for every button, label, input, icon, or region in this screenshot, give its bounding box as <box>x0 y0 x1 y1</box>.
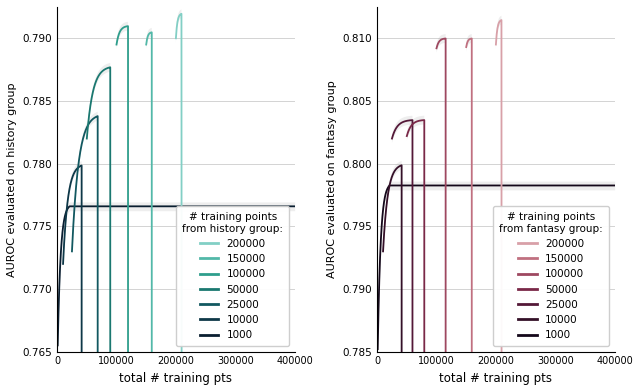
Legend: 200000, 150000, 100000, 50000, 25000, 10000, 1000: 200000, 150000, 100000, 50000, 25000, 10… <box>493 206 609 347</box>
X-axis label: total # training pts: total # training pts <box>120 372 232 385</box>
Legend: 200000, 150000, 100000, 50000, 25000, 10000, 1000: 200000, 150000, 100000, 50000, 25000, 10… <box>176 206 289 347</box>
Y-axis label: AUROC evaluated on fantasy group: AUROC evaluated on fantasy group <box>327 80 337 278</box>
Y-axis label: AUROC evaluated on history group: AUROC evaluated on history group <box>7 82 17 276</box>
X-axis label: total # training pts: total # training pts <box>440 372 552 385</box>
